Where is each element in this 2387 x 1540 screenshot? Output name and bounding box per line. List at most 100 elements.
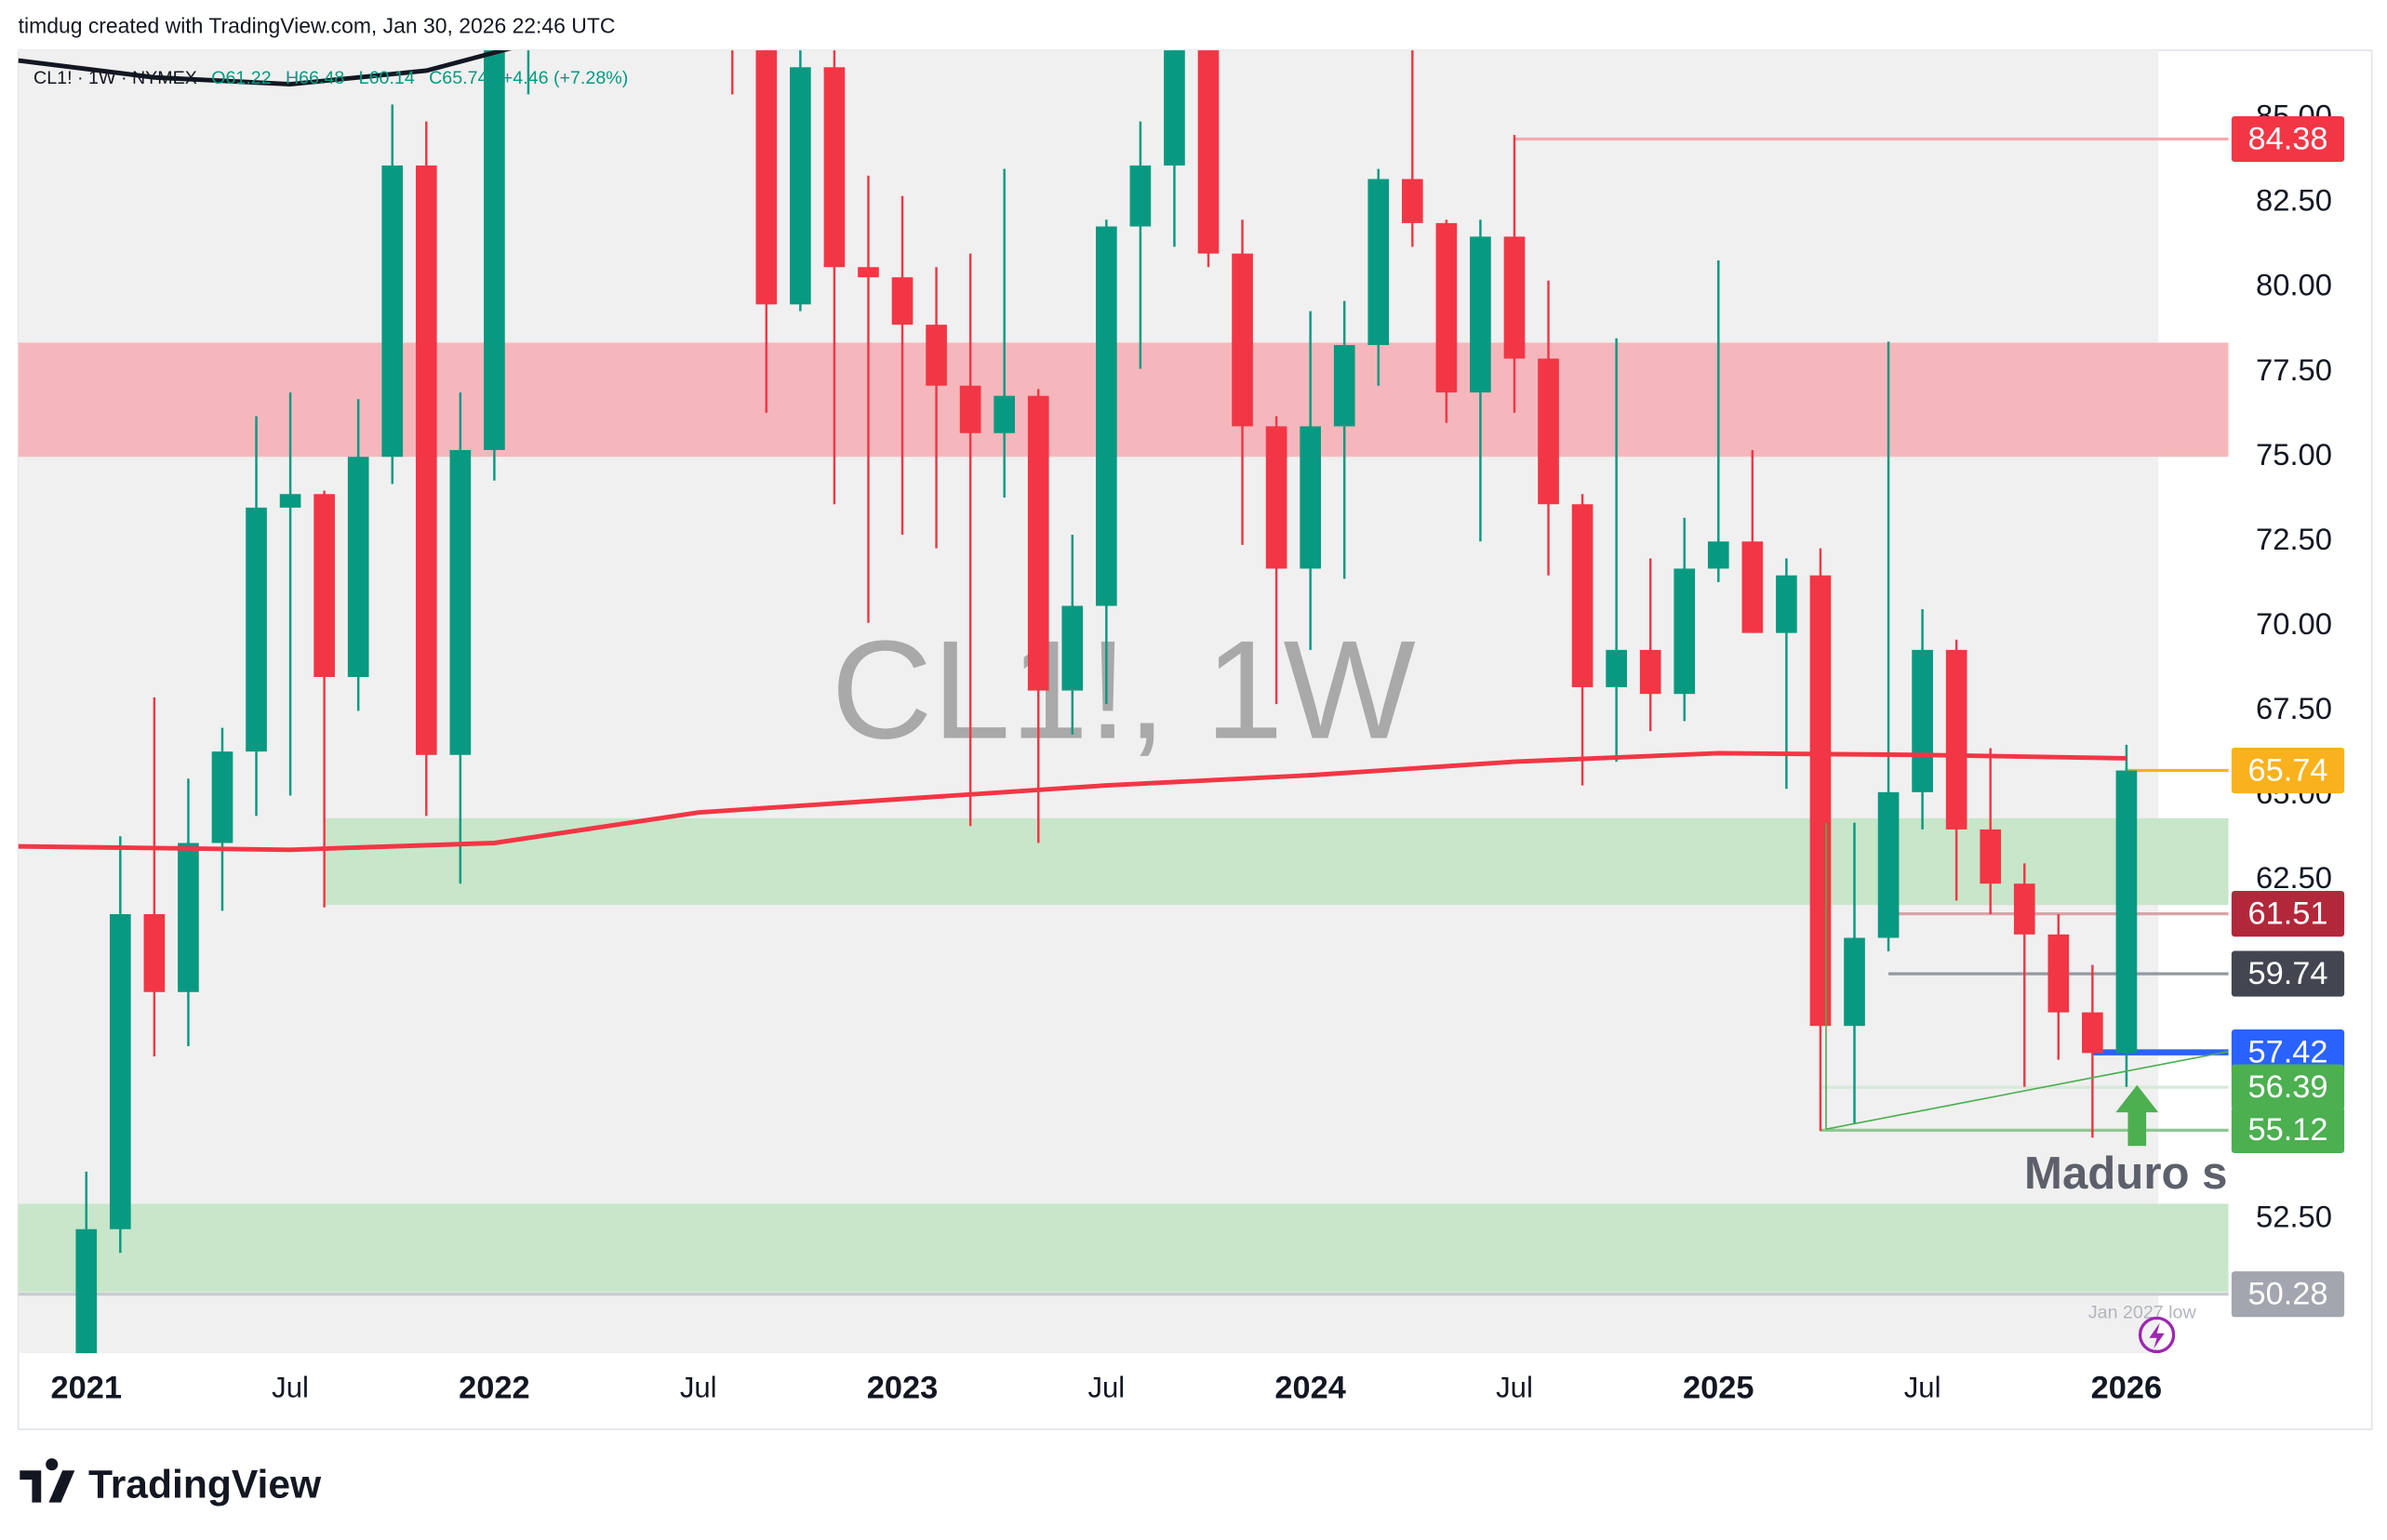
levels [18, 137, 2229, 1296]
legend-low: L60.14 [359, 68, 415, 88]
event-icon-bolt [2149, 1322, 2165, 1349]
trend-line [1825, 1050, 2229, 1131]
candle-body [211, 751, 233, 843]
candle-body [1877, 791, 1900, 938]
candle-body [1606, 649, 1627, 687]
x-tick-label: 2024 [1274, 1371, 1346, 1406]
y-tick-label: 67.50 [2256, 691, 2332, 725]
legend-high: H66.48 [286, 68, 344, 88]
candle-body [1401, 179, 1423, 223]
legend: CL1! · 1W · NYMEX O61.22 H66.48 L60.14 C… [33, 68, 628, 88]
candle-body [790, 67, 811, 305]
candle-body [1435, 222, 1458, 393]
candle-body [926, 325, 947, 386]
candle-body [2115, 770, 2138, 1054]
candle-body [891, 277, 913, 325]
legend-open: O61.22 [211, 68, 271, 88]
moving-averages [18, 50, 2127, 853]
arrow-up [2115, 1084, 2159, 1147]
brand-logo [20, 1458, 75, 1503]
price-label: 59.74 [2247, 956, 2327, 991]
price-label: 61.51 [2247, 896, 2327, 931]
x-tick-label: 2023 [867, 1371, 939, 1406]
price-label: 57.42 [2247, 1034, 2327, 1069]
candle-body [1503, 236, 1526, 359]
candle-body [993, 395, 1016, 433]
x-tick-label: Jul [1496, 1372, 1533, 1404]
candle-body [484, 50, 505, 450]
candle-body [1197, 50, 1220, 254]
candle-body [1741, 541, 1764, 633]
candle-body [1980, 829, 2002, 884]
candle-body [347, 457, 369, 678]
price-label-bg [2231, 747, 2345, 794]
price-label-bg [2231, 1064, 2345, 1110]
candle-body [246, 507, 267, 752]
y-tick-label: 77.50 [2256, 352, 2332, 387]
price-label: 84.38 [2247, 121, 2327, 156]
price-label: 56.39 [2247, 1069, 2327, 1105]
x-tick-label: 2021 [51, 1371, 123, 1406]
candle-body [2047, 934, 2070, 1013]
brand-name: TradingView [88, 1463, 322, 1507]
candle-body [1639, 649, 1661, 695]
candle-body [1912, 649, 1933, 792]
drawings [1825, 822, 2229, 1147]
candle-body [2082, 1012, 2103, 1054]
candle-body [1265, 426, 1287, 569]
y-tick-label: 52.50 [2256, 1199, 2332, 1233]
candle-body [823, 67, 846, 268]
annotations: Maduro s Jan 2027 low [2024, 1148, 2227, 1323]
x-tick-label: 2022 [459, 1371, 530, 1406]
time-axis: 2021 Jul 2022 Jul 2023 Jul 2024 Jul 2025 Jul 2026 [51, 1371, 2163, 1406]
candle-body [755, 50, 778, 305]
candle-body [1061, 605, 1084, 691]
zones [18, 342, 2229, 1293]
x-tick-label: Jul [272, 1372, 309, 1404]
annotation: Maduro s [2024, 1148, 2227, 1199]
candle-body [1674, 568, 1696, 695]
candle-body [143, 913, 166, 992]
y-tick-label: 75.00 [2256, 437, 2332, 471]
x-tick-label: Jul [1904, 1372, 1941, 1404]
candle-body [1300, 426, 1321, 569]
y-tick-label: 80.00 [2256, 268, 2332, 302]
price-label-bg [2231, 1271, 2345, 1318]
moving-average [18, 750, 2127, 853]
x-tick-label: Jul [680, 1372, 717, 1404]
candle-body [1538, 358, 1559, 505]
moving-average [18, 50, 513, 86]
x-tick-label: 2026 [2091, 1371, 2163, 1406]
candle-body [959, 385, 981, 433]
candle-body [415, 165, 437, 755]
candle-body [1470, 236, 1491, 393]
candle-body [1027, 395, 1049, 691]
candle-body [858, 267, 879, 278]
header: timdug created with TradingView.com, Jan… [19, 14, 616, 38]
price-label: 65.74 [2247, 752, 2327, 788]
candle-body [178, 843, 199, 992]
zone [18, 1203, 2229, 1293]
price-label: 55.12 [2247, 1112, 2327, 1148]
candle-body [1945, 649, 1967, 830]
candle-body [381, 165, 404, 458]
price-label-bg [2231, 1029, 2345, 1076]
brand: TradingView [20, 1458, 322, 1507]
candle-body [1096, 226, 1117, 606]
watermark: CL1!, 1W [831, 612, 1415, 768]
zone [324, 817, 2229, 906]
y-tick-label: 82.50 [2256, 183, 2332, 218]
zone [18, 342, 2229, 458]
candle-body [449, 449, 472, 755]
candle-body [1129, 165, 1152, 227]
event-icon[interactable] [2138, 1316, 2176, 1354]
candle-body [1707, 541, 1729, 569]
price-label-bg [2231, 891, 2345, 937]
candle-body [279, 494, 301, 508]
x-tick-label: Jul [1087, 1372, 1125, 1404]
price-label-bg [2231, 115, 2345, 163]
candle-body [1232, 253, 1253, 427]
candle-body [518, 0, 540, 9]
